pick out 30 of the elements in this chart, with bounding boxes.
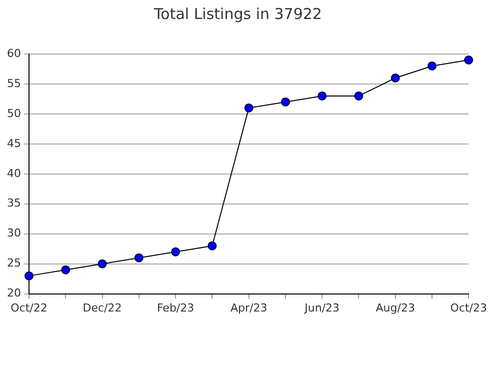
- point: [464, 55, 474, 64]
- point: [61, 265, 70, 274]
- point: [208, 241, 217, 250]
- y-tick-label: 40: [6, 166, 21, 180]
- x-tick-label: Jun/23: [304, 301, 340, 314]
- y-tick-label: 25: [6, 256, 21, 270]
- x-tick-label: Feb/23: [156, 301, 194, 314]
- x-tick-label: Aug/23: [376, 301, 415, 314]
- y-tick-label: 50: [6, 106, 21, 120]
- point: [390, 73, 400, 82]
- point: [428, 61, 436, 70]
- y-tick-label: 45: [6, 136, 21, 150]
- x-tick-label: Oct/23: [450, 301, 488, 314]
- point: [98, 259, 107, 268]
- point: [134, 253, 144, 262]
- x-tick-label: Dec/22: [82, 301, 122, 314]
- point: [171, 247, 180, 256]
- y-tick-label: 20: [6, 286, 21, 300]
- point: [354, 91, 364, 100]
- x-tick-label: Apr/23: [230, 301, 268, 314]
- y-tick-label: 35: [6, 196, 21, 210]
- point: [318, 91, 327, 100]
- point: [24, 271, 34, 280]
- y-tick-label: 60: [6, 46, 21, 60]
- y-tick-label: 55: [6, 76, 21, 90]
- point: [280, 97, 290, 106]
- x-tick-label: Oct/22: [10, 301, 48, 314]
- y-tick-label: 30: [6, 226, 21, 240]
- chart-title: Total Listings in 37922: [153, 4, 322, 23]
- point: [244, 103, 254, 112]
